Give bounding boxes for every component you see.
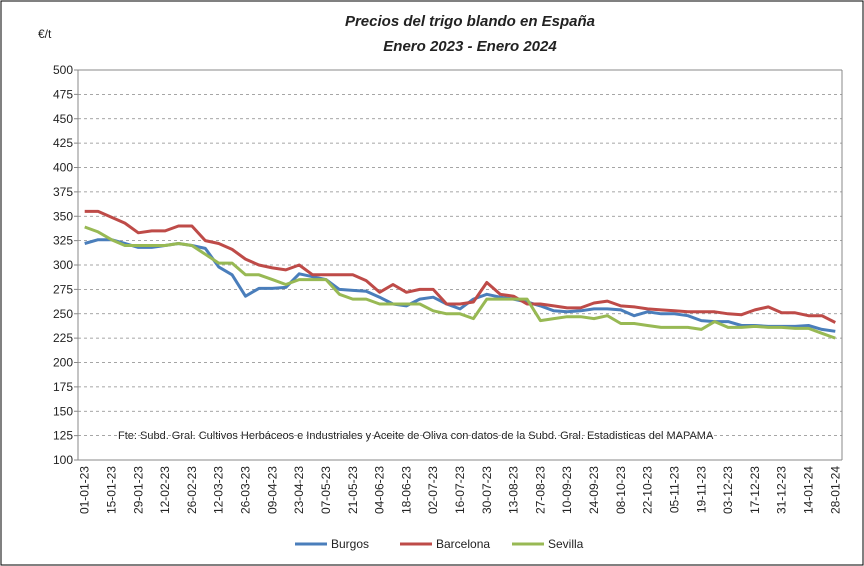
chart-subtitle: Enero 2023 - Enero 2024 (383, 38, 557, 55)
x-tick-label: 23-04-23 (292, 466, 306, 514)
series-line (84, 238, 836, 333)
y-tick-label: 500 (53, 63, 73, 77)
x-tick-label: 29-01-23 (131, 466, 145, 514)
legend-label: Barcelona (436, 537, 490, 551)
x-tick-label: 10-09-23 (560, 466, 574, 514)
x-tick-label: 09-04-23 (265, 466, 279, 514)
x-tick-label: 18-06-23 (399, 466, 413, 514)
y-axis-label: €/t (38, 27, 52, 41)
y-tick-label: 325 (53, 234, 73, 248)
series-line (84, 225, 836, 340)
y-tick-label: 125 (53, 429, 73, 443)
y-tick-label: 425 (53, 136, 73, 150)
x-tick-label: 16-07-23 (453, 466, 467, 514)
x-tick-label: 21-05-23 (346, 466, 360, 514)
x-tick-label: 17-12-23 (748, 466, 762, 514)
x-tick-label: 28-01-24 (828, 466, 842, 514)
y-tick-label: 175 (53, 380, 73, 394)
y-tick-label: 150 (53, 404, 73, 418)
x-tick-label: 27-08-23 (533, 466, 547, 514)
x-tick-label: 02-07-23 (426, 466, 440, 514)
x-tick-label: 26-02-23 (185, 466, 199, 514)
y-tick-label: 200 (53, 356, 73, 370)
y-tick-label: 400 (53, 161, 73, 175)
x-tick-label: 12-03-23 (212, 466, 226, 514)
x-tick-label: 03-12-23 (721, 466, 735, 514)
x-tick-label: 07-05-23 (319, 466, 333, 514)
y-tick-label: 350 (53, 209, 73, 223)
x-tick-label: 22-10-23 (641, 466, 655, 514)
y-tick-label: 100 (53, 453, 73, 467)
legend-label: Sevilla (548, 537, 584, 551)
legend-label: Burgos (331, 537, 369, 551)
x-tick-label: 30-07-23 (480, 466, 494, 514)
x-tick-label: 15-01-23 (105, 466, 119, 514)
x-tick-label: 26-03-23 (239, 466, 253, 514)
y-tick-label: 300 (53, 258, 73, 272)
x-tick-label: 04-06-23 (373, 466, 387, 514)
x-tick-label: 01-01-23 (78, 466, 92, 514)
x-tick-label: 08-10-23 (614, 466, 628, 514)
series-line (84, 209, 836, 324)
y-tick-label: 250 (53, 307, 73, 321)
x-tick-label: 24-09-23 (587, 466, 601, 514)
x-tick-label: 05-11-23 (667, 466, 681, 513)
x-tick-label: 14-01-24 (801, 466, 815, 514)
x-tick-label: 19-11-23 (694, 466, 708, 513)
y-tick-label: 450 (53, 112, 73, 126)
chart-title: Precios del trigo blando en España (345, 13, 595, 30)
y-tick-label: 275 (53, 282, 73, 296)
y-tick-label: 225 (53, 331, 73, 345)
x-tick-label: 31-12-23 (775, 466, 789, 514)
x-tick-label: 12-02-23 (158, 466, 172, 514)
y-tick-label: 475 (53, 87, 73, 101)
y-tick-label: 375 (53, 185, 73, 199)
x-tick-label: 13-08-23 (507, 466, 521, 514)
